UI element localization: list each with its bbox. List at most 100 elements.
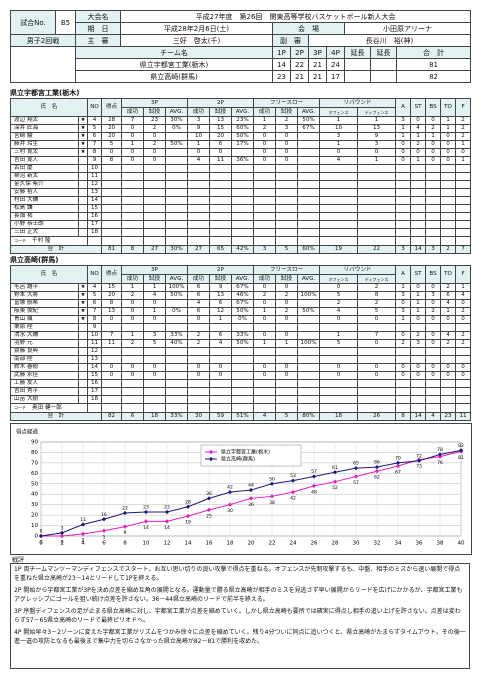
stat-cell	[440, 395, 457, 404]
stat-cell: 4	[87, 283, 103, 292]
stat-cell	[357, 228, 397, 237]
stat-cell: 0	[319, 283, 359, 292]
value-label: 0	[61, 540, 64, 546]
total-cell: 27	[187, 245, 211, 254]
column-header: TO	[440, 265, 457, 284]
player-name: 工藤 友人	[10, 379, 79, 388]
stat-cell	[410, 204, 427, 213]
blank-cell	[101, 403, 123, 413]
stat-cell: 0	[425, 315, 442, 324]
stat-cell	[209, 180, 233, 189]
stat-cell: 100%	[297, 291, 321, 300]
stat-cell	[143, 204, 167, 213]
total-cell: 19	[319, 245, 359, 254]
blank-cell	[253, 403, 277, 413]
stat-cell: 2	[455, 116, 472, 125]
stat-cell	[101, 379, 123, 388]
stat-cell: 0	[253, 156, 277, 165]
stat-cell	[395, 355, 412, 364]
blank-cell	[319, 403, 359, 413]
stat-cell	[425, 180, 442, 189]
stat-cell	[395, 172, 412, 181]
stat-cell	[455, 323, 472, 332]
stat-cell: 4	[440, 299, 457, 308]
stat-cell	[297, 363, 321, 372]
stat-cell: 0	[425, 148, 442, 157]
stat-cell: ★	[77, 315, 89, 324]
stat-cell: 0	[357, 339, 397, 348]
player-name: 金久保 紫介	[10, 180, 79, 189]
stat-cell	[425, 355, 442, 364]
stat-cell	[121, 228, 145, 237]
sub-header: 試投	[143, 274, 167, 284]
stat-cell	[121, 164, 145, 173]
stat-cell	[165, 355, 189, 364]
stat-cell: ★	[77, 124, 89, 133]
stat-cell: 0	[425, 339, 442, 348]
stat-cell: 0	[455, 299, 472, 308]
stat-cell	[425, 387, 442, 396]
stat-cell	[455, 188, 472, 197]
stat-cell	[455, 379, 472, 388]
stat-cell: 0	[275, 315, 299, 324]
stat-cell	[357, 188, 397, 197]
stat-cell	[209, 355, 233, 364]
stat-cell	[357, 180, 397, 189]
x-tick-label: 2	[60, 541, 64, 547]
total-cell: 18	[319, 412, 359, 421]
stat-cell: 0	[440, 363, 457, 372]
stat-cell	[101, 395, 123, 404]
stat-cell: 2	[395, 339, 412, 348]
stat-cell: 15	[87, 204, 103, 213]
stat-cell	[425, 395, 442, 404]
player-name: 青山 颯	[10, 315, 79, 324]
stat-cell	[275, 355, 299, 364]
stat-cell	[425, 164, 442, 173]
stat-cell: 4	[410, 124, 427, 133]
stat-cell: 16	[87, 212, 103, 221]
stat-cell	[319, 323, 359, 332]
stat-cell: 0	[275, 299, 299, 308]
stat-cell: 0	[101, 363, 123, 372]
stat-cell	[253, 212, 277, 221]
stat-cell	[395, 387, 412, 396]
stat-cell	[455, 387, 472, 396]
stat-cell	[209, 188, 233, 197]
stat-cell: 40%	[165, 339, 189, 348]
stat-cell: 4	[87, 116, 103, 125]
stat-cell: 28	[101, 116, 123, 125]
stat-cell	[187, 395, 211, 404]
stat-cell	[101, 204, 123, 213]
stat-cell	[253, 395, 277, 404]
stat-cell	[77, 347, 89, 356]
stat-cell: 0	[425, 140, 442, 149]
stat-cell: 0	[253, 299, 277, 308]
stat-cell: 0	[253, 132, 277, 141]
stat-cell: 0	[275, 363, 299, 372]
stat-cell	[440, 220, 457, 229]
stat-cell: 4	[455, 291, 472, 300]
stat-cell	[319, 347, 359, 356]
blank-cell	[410, 236, 427, 246]
stat-cell	[253, 387, 277, 396]
player-row: 齋藤 良典 12	[10, 347, 472, 356]
player-name: 古田 慶	[10, 164, 79, 173]
stat-cell	[297, 180, 321, 189]
coach-row: コーチ 奥田 健一郎	[9, 403, 472, 413]
stat-cell	[165, 323, 189, 332]
stat-cell: 1	[121, 140, 145, 149]
total-cell: 4	[253, 412, 277, 421]
blank-cell	[10, 46, 76, 83]
stat-cell	[319, 196, 359, 205]
stat-cell: 2	[275, 291, 299, 300]
stat-cell	[77, 188, 89, 197]
stat-cell: 10	[87, 164, 103, 173]
total-cell: 7	[455, 245, 472, 254]
stat-cell	[165, 180, 189, 189]
stat-cell: 12	[209, 307, 233, 316]
column-header: BS	[425, 265, 442, 284]
blank-cell	[187, 403, 211, 413]
stat-cell	[101, 188, 123, 197]
stat-cell	[297, 140, 321, 149]
value-label: 62	[374, 475, 380, 481]
